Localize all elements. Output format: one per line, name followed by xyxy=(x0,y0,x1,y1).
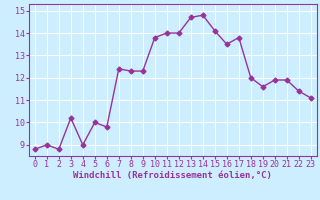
X-axis label: Windchill (Refroidissement éolien,°C): Windchill (Refroidissement éolien,°C) xyxy=(73,171,272,180)
